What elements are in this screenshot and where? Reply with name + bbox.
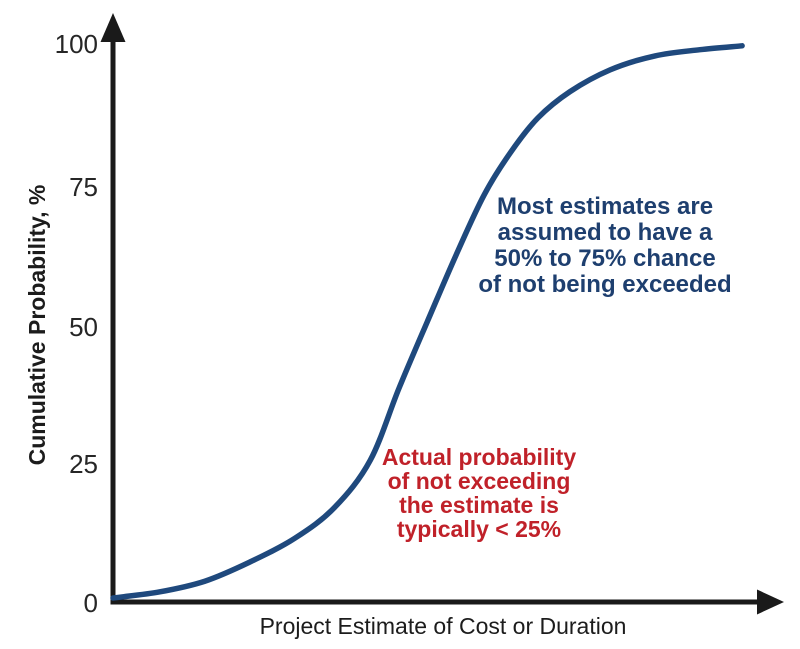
y-tick-label-0: 0 — [83, 588, 98, 618]
x-axis-arrowhead-icon — [757, 589, 784, 615]
annotation-most-estimates: Most estimates are assumed to have a 50%… — [478, 193, 732, 298]
y-tick-label-50: 50 — [69, 312, 98, 342]
y-tick-label-75: 75 — [69, 172, 98, 202]
s-curve — [110, 43, 745, 601]
y-tick-label-25: 25 — [69, 449, 98, 479]
y-axis-arrowhead-icon — [100, 13, 126, 42]
x-axis-title: Project Estimate of Cost or Duration — [259, 613, 627, 639]
y-tick-label-100: 100 — [54, 29, 98, 59]
annotation-actual-probability: Actual probability of not exceeding the … — [381, 444, 577, 542]
